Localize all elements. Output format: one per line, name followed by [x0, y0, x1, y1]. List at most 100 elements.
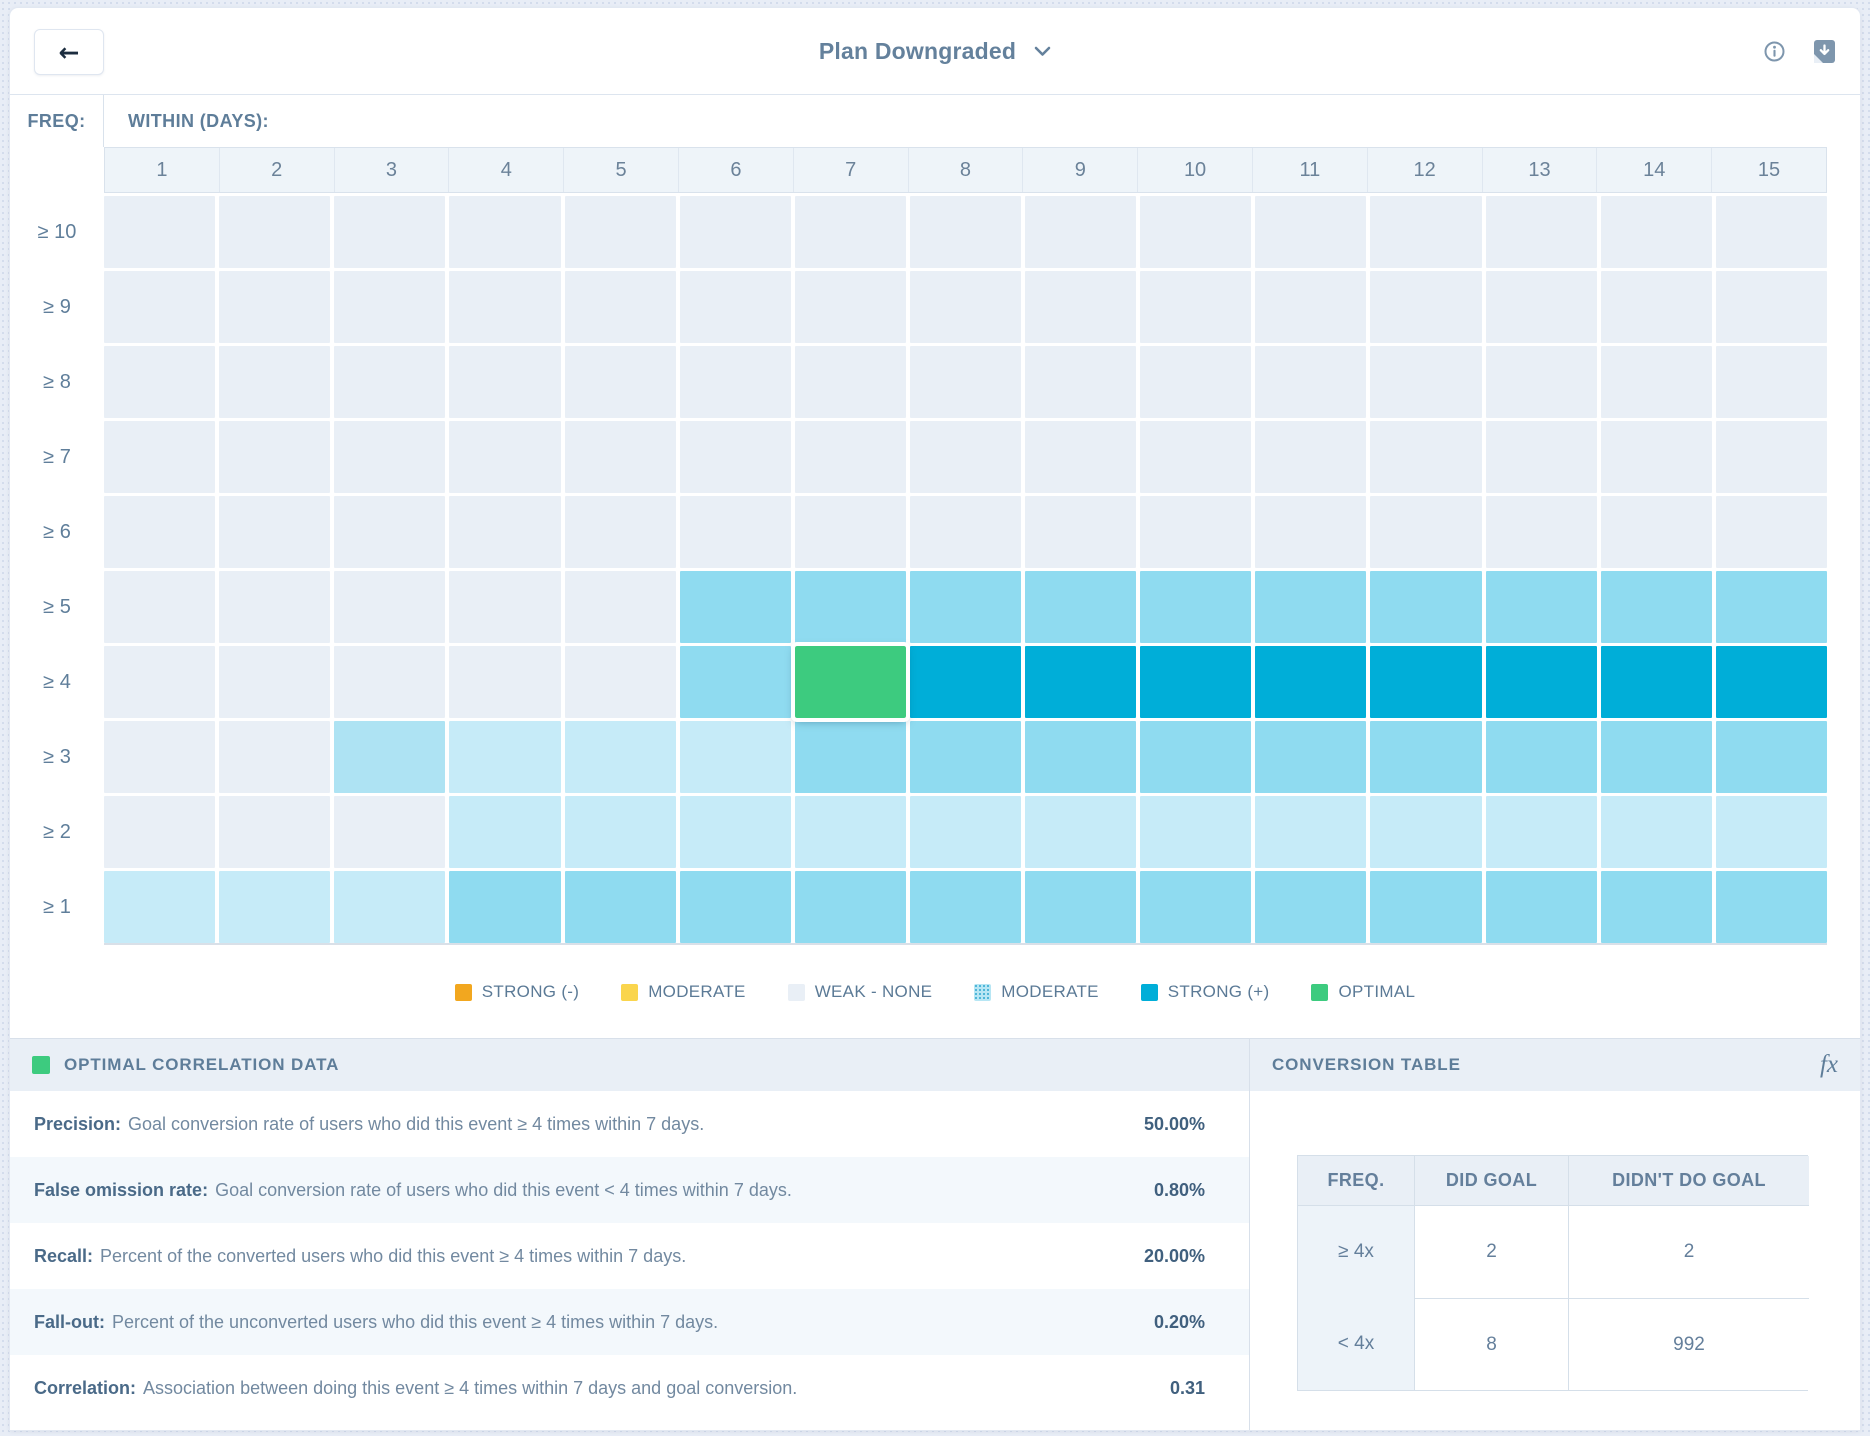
heatmap-cell[interactable]: [1255, 646, 1367, 718]
heatmap-cell[interactable]: [909, 271, 1022, 343]
heatmap-cell[interactable]: [794, 196, 906, 268]
heatmap-cell[interactable]: [1370, 271, 1482, 343]
heatmap-cell[interactable]: [909, 871, 1022, 943]
heatmap-cell[interactable]: [334, 646, 446, 718]
heatmap-cell[interactable]: [1255, 871, 1367, 943]
heatmap-cell[interactable]: [334, 721, 446, 793]
heatmap-cell[interactable]: [449, 346, 561, 418]
formula-fx-icon[interactable]: fx: [1819, 1051, 1838, 1078]
heatmap-cell[interactable]: [1370, 421, 1482, 493]
heatmap-cell[interactable]: [1140, 796, 1252, 868]
heatmap-cell[interactable]: [1485, 721, 1597, 793]
heatmap-cell[interactable]: [334, 796, 446, 868]
heatmap-cell[interactable]: [334, 421, 446, 493]
heatmap-cell[interactable]: [104, 721, 216, 793]
heatmap-cell[interactable]: [1600, 721, 1712, 793]
heatmap-cell[interactable]: [1025, 871, 1137, 943]
heatmap-cell[interactable]: [219, 871, 331, 943]
heatmap-cell[interactable]: [219, 496, 331, 568]
heatmap-cell[interactable]: [449, 571, 561, 643]
download-report-icon[interactable]: [1813, 39, 1836, 64]
heatmap-cell[interactable]: [1370, 196, 1482, 268]
info-icon[interactable]: [1764, 41, 1785, 62]
heatmap-cell[interactable]: [1485, 496, 1597, 568]
heatmap-cell[interactable]: [1715, 346, 1827, 418]
heatmap-cell[interactable]: [1370, 721, 1482, 793]
heatmap-cell[interactable]: [564, 421, 676, 493]
heatmap-cell[interactable]: [449, 871, 561, 943]
heatmap-cell[interactable]: [449, 721, 561, 793]
heatmap-cell[interactable]: [1485, 271, 1597, 343]
heatmap-cell[interactable]: [219, 346, 331, 418]
heatmap-cell[interactable]: [449, 646, 561, 718]
heatmap-cell[interactable]: [1715, 196, 1827, 268]
heatmap-cell[interactable]: [104, 571, 216, 643]
heatmap-cell[interactable]: [1715, 796, 1827, 868]
heatmap-cell[interactable]: [679, 646, 791, 718]
heatmap-cell[interactable]: [1715, 721, 1827, 793]
heatmap-cell[interactable]: [1255, 721, 1367, 793]
heatmap-cell[interactable]: [1025, 346, 1137, 418]
heatmap-cell[interactable]: [679, 871, 791, 943]
heatmap-cell[interactable]: [1715, 871, 1827, 943]
heatmap-cell[interactable]: [334, 346, 446, 418]
heatmap-cell[interactable]: [794, 796, 906, 868]
heatmap-cell[interactable]: [1140, 571, 1252, 643]
heatmap-cell[interactable]: [1485, 796, 1597, 868]
heatmap-cell[interactable]: [1600, 871, 1712, 943]
heatmap-cell[interactable]: [679, 421, 791, 493]
heatmap-cell[interactable]: [564, 196, 676, 268]
heatmap-cell[interactable]: [334, 196, 446, 268]
heatmap-cell[interactable]: [1255, 796, 1367, 868]
heatmap-cell[interactable]: [564, 871, 676, 943]
heatmap-cell[interactable]: [1600, 646, 1712, 718]
heatmap-cell[interactable]: [564, 721, 676, 793]
heatmap-cell[interactable]: [1715, 271, 1827, 343]
heatmap-cell[interactable]: [104, 421, 216, 493]
heatmap-cell[interactable]: [1600, 196, 1712, 268]
heatmap-cell[interactable]: [1600, 421, 1712, 493]
heatmap-cell[interactable]: [564, 496, 676, 568]
heatmap-cell[interactable]: [794, 346, 906, 418]
heatmap-cell[interactable]: [1255, 496, 1367, 568]
heatmap-cell[interactable]: [104, 796, 216, 868]
heatmap-cell[interactable]: [1025, 271, 1137, 343]
heatmap-cell[interactable]: [794, 271, 906, 343]
heatmap-cell[interactable]: [564, 346, 676, 418]
heatmap-cell[interactable]: [219, 271, 331, 343]
heatmap-cell[interactable]: [1370, 346, 1482, 418]
heatmap-cell[interactable]: [794, 496, 906, 568]
heatmap-cell[interactable]: [104, 646, 216, 718]
heatmap-cell[interactable]: [1255, 346, 1367, 418]
heatmap-cell[interactable]: [1255, 421, 1367, 493]
heatmap-cell[interactable]: [1140, 871, 1252, 943]
heatmap-cell[interactable]: [1025, 796, 1137, 868]
heatmap-cell[interactable]: [1140, 421, 1252, 493]
heatmap-cell[interactable]: [334, 496, 446, 568]
heatmap-cell[interactable]: [564, 796, 676, 868]
heatmap-cell[interactable]: [104, 496, 216, 568]
heatmap-cell[interactable]: [1140, 496, 1252, 568]
heatmap-cell[interactable]: [564, 271, 676, 343]
heatmap-cell[interactable]: [1025, 496, 1137, 568]
heatmap-cell[interactable]: [1370, 871, 1482, 943]
heatmap-cell[interactable]: [679, 721, 791, 793]
heatmap-cell[interactable]: [1140, 196, 1252, 268]
heatmap-cell[interactable]: [1025, 421, 1137, 493]
heatmap-cell[interactable]: [1140, 721, 1252, 793]
heatmap-cell[interactable]: [1370, 496, 1482, 568]
heatmap-cell[interactable]: [1715, 496, 1827, 568]
heatmap-cell[interactable]: [449, 496, 561, 568]
heatmap-cell[interactable]: [679, 346, 791, 418]
heatmap-cell[interactable]: [564, 571, 676, 643]
heatmap-cell[interactable]: [794, 721, 906, 793]
heatmap-cell[interactable]: [679, 271, 791, 343]
heatmap-cell[interactable]: [1140, 646, 1252, 718]
heatmap-cell[interactable]: [1370, 571, 1482, 643]
heatmap-cell[interactable]: [104, 346, 216, 418]
heatmap-cell[interactable]: [909, 496, 1022, 568]
heatmap-cell[interactable]: [794, 571, 906, 643]
heatmap-cell[interactable]: [1600, 796, 1712, 868]
heatmap-cell[interactable]: [219, 571, 331, 643]
back-button[interactable]: ←: [34, 29, 104, 75]
